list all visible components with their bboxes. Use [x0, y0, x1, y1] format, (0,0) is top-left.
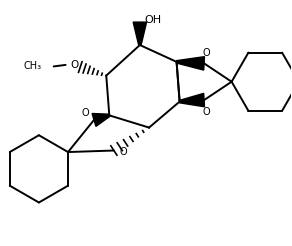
Text: CH₃: CH₃ — [24, 62, 42, 71]
Text: O: O — [119, 147, 127, 157]
Text: O: O — [202, 107, 210, 117]
Polygon shape — [180, 93, 204, 107]
Polygon shape — [176, 57, 204, 70]
Text: O: O — [202, 48, 210, 58]
Polygon shape — [92, 113, 110, 126]
Text: OH: OH — [145, 15, 161, 25]
Text: O: O — [70, 60, 78, 70]
Polygon shape — [133, 22, 147, 45]
Text: O: O — [82, 108, 89, 118]
